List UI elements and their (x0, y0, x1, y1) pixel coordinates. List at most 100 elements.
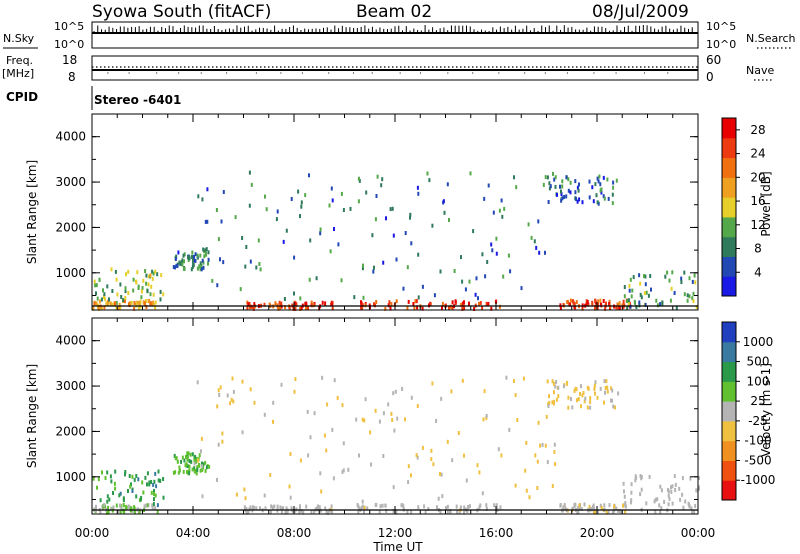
data-point (153, 489, 155, 493)
data-point (310, 510, 313, 515)
data-point (643, 291, 646, 296)
data-point (173, 453, 176, 458)
data-point (515, 185, 518, 190)
data-point (570, 397, 572, 401)
velocity-colorbar-label: Velocity [m s-1] (759, 363, 773, 457)
y-tick-label: 2000 (55, 424, 86, 438)
data-point (563, 503, 566, 508)
data-point (683, 270, 686, 275)
data-point (188, 471, 191, 476)
data-point (357, 199, 360, 204)
data-point (487, 301, 490, 306)
data-point (147, 282, 150, 287)
data-point (216, 477, 218, 482)
data-point (293, 389, 296, 394)
data-point (364, 397, 367, 402)
data-point (248, 301, 251, 306)
data-point (206, 219, 209, 224)
data-point (106, 510, 108, 515)
data-point (286, 510, 289, 515)
data-point (144, 301, 146, 306)
data-point (656, 497, 659, 502)
data-point (147, 298, 150, 303)
data-point (563, 195, 566, 199)
data-point (327, 511, 330, 515)
data-point (623, 294, 626, 299)
data-point (603, 400, 605, 405)
data-point (559, 184, 561, 189)
data-point (589, 396, 592, 400)
data-point (199, 261, 202, 266)
data-point (149, 302, 152, 307)
data-point (299, 214, 301, 219)
y-tick-label: 2000 (55, 220, 86, 234)
freq-left-tick-bottom: 8 (68, 70, 76, 84)
data-point (140, 295, 143, 300)
data-point (179, 261, 182, 266)
data-point (421, 306, 424, 311)
data-point (199, 267, 202, 272)
freq-left-tick-top: 18 (62, 53, 77, 67)
data-point (183, 259, 185, 264)
data-point (135, 494, 138, 499)
power-data-points (92, 170, 698, 311)
data-point (187, 255, 190, 260)
data-point (416, 185, 419, 190)
data-point (186, 456, 189, 460)
data-point (305, 305, 307, 310)
data-point (275, 217, 278, 222)
data-point (626, 305, 629, 310)
data-point (578, 182, 580, 187)
data-point (546, 460, 549, 465)
data-point (606, 177, 609, 182)
data-point (276, 506, 279, 511)
data-point (624, 504, 627, 509)
data-point (431, 381, 434, 386)
data-point (630, 482, 633, 487)
data-point (595, 193, 598, 198)
data-point (578, 503, 581, 508)
data-point (461, 301, 464, 306)
data-point (460, 303, 463, 307)
colorbar-tick-label: 12 (750, 218, 765, 232)
power-axes: 1000 2000 3000 4000 (55, 114, 699, 310)
data-point (538, 250, 541, 255)
data-point (578, 197, 581, 202)
data-point (128, 474, 131, 478)
data-point (361, 499, 364, 504)
data-point (384, 306, 387, 311)
data-point (603, 196, 606, 201)
data-point (95, 291, 97, 296)
power-ylabel: Slant Range [km] (25, 160, 39, 264)
data-point (119, 491, 122, 496)
data-point (110, 506, 113, 511)
data-point (309, 435, 312, 440)
data-point (189, 452, 192, 457)
data-point (196, 266, 199, 271)
data-point (152, 300, 155, 305)
data-point (290, 197, 293, 201)
data-point (115, 277, 118, 282)
data-point (584, 396, 587, 401)
data-point (421, 445, 424, 450)
data-point (117, 509, 120, 514)
noise-right-tick-top: 10^5 (706, 20, 736, 33)
data-point (569, 180, 572, 185)
data-point (596, 395, 599, 400)
data-point (130, 300, 133, 305)
data-point (361, 504, 364, 509)
data-point (92, 476, 95, 481)
data-point (647, 293, 650, 298)
data-point (280, 509, 283, 514)
data-point (157, 478, 160, 483)
data-point (615, 305, 618, 310)
data-point (693, 510, 696, 514)
data-point (264, 194, 266, 199)
data-point (474, 292, 477, 297)
data-point (565, 194, 568, 199)
data-point (325, 448, 328, 453)
data-point (176, 459, 179, 464)
data-point (426, 171, 429, 176)
data-point (581, 393, 584, 398)
data-point (451, 306, 454, 311)
